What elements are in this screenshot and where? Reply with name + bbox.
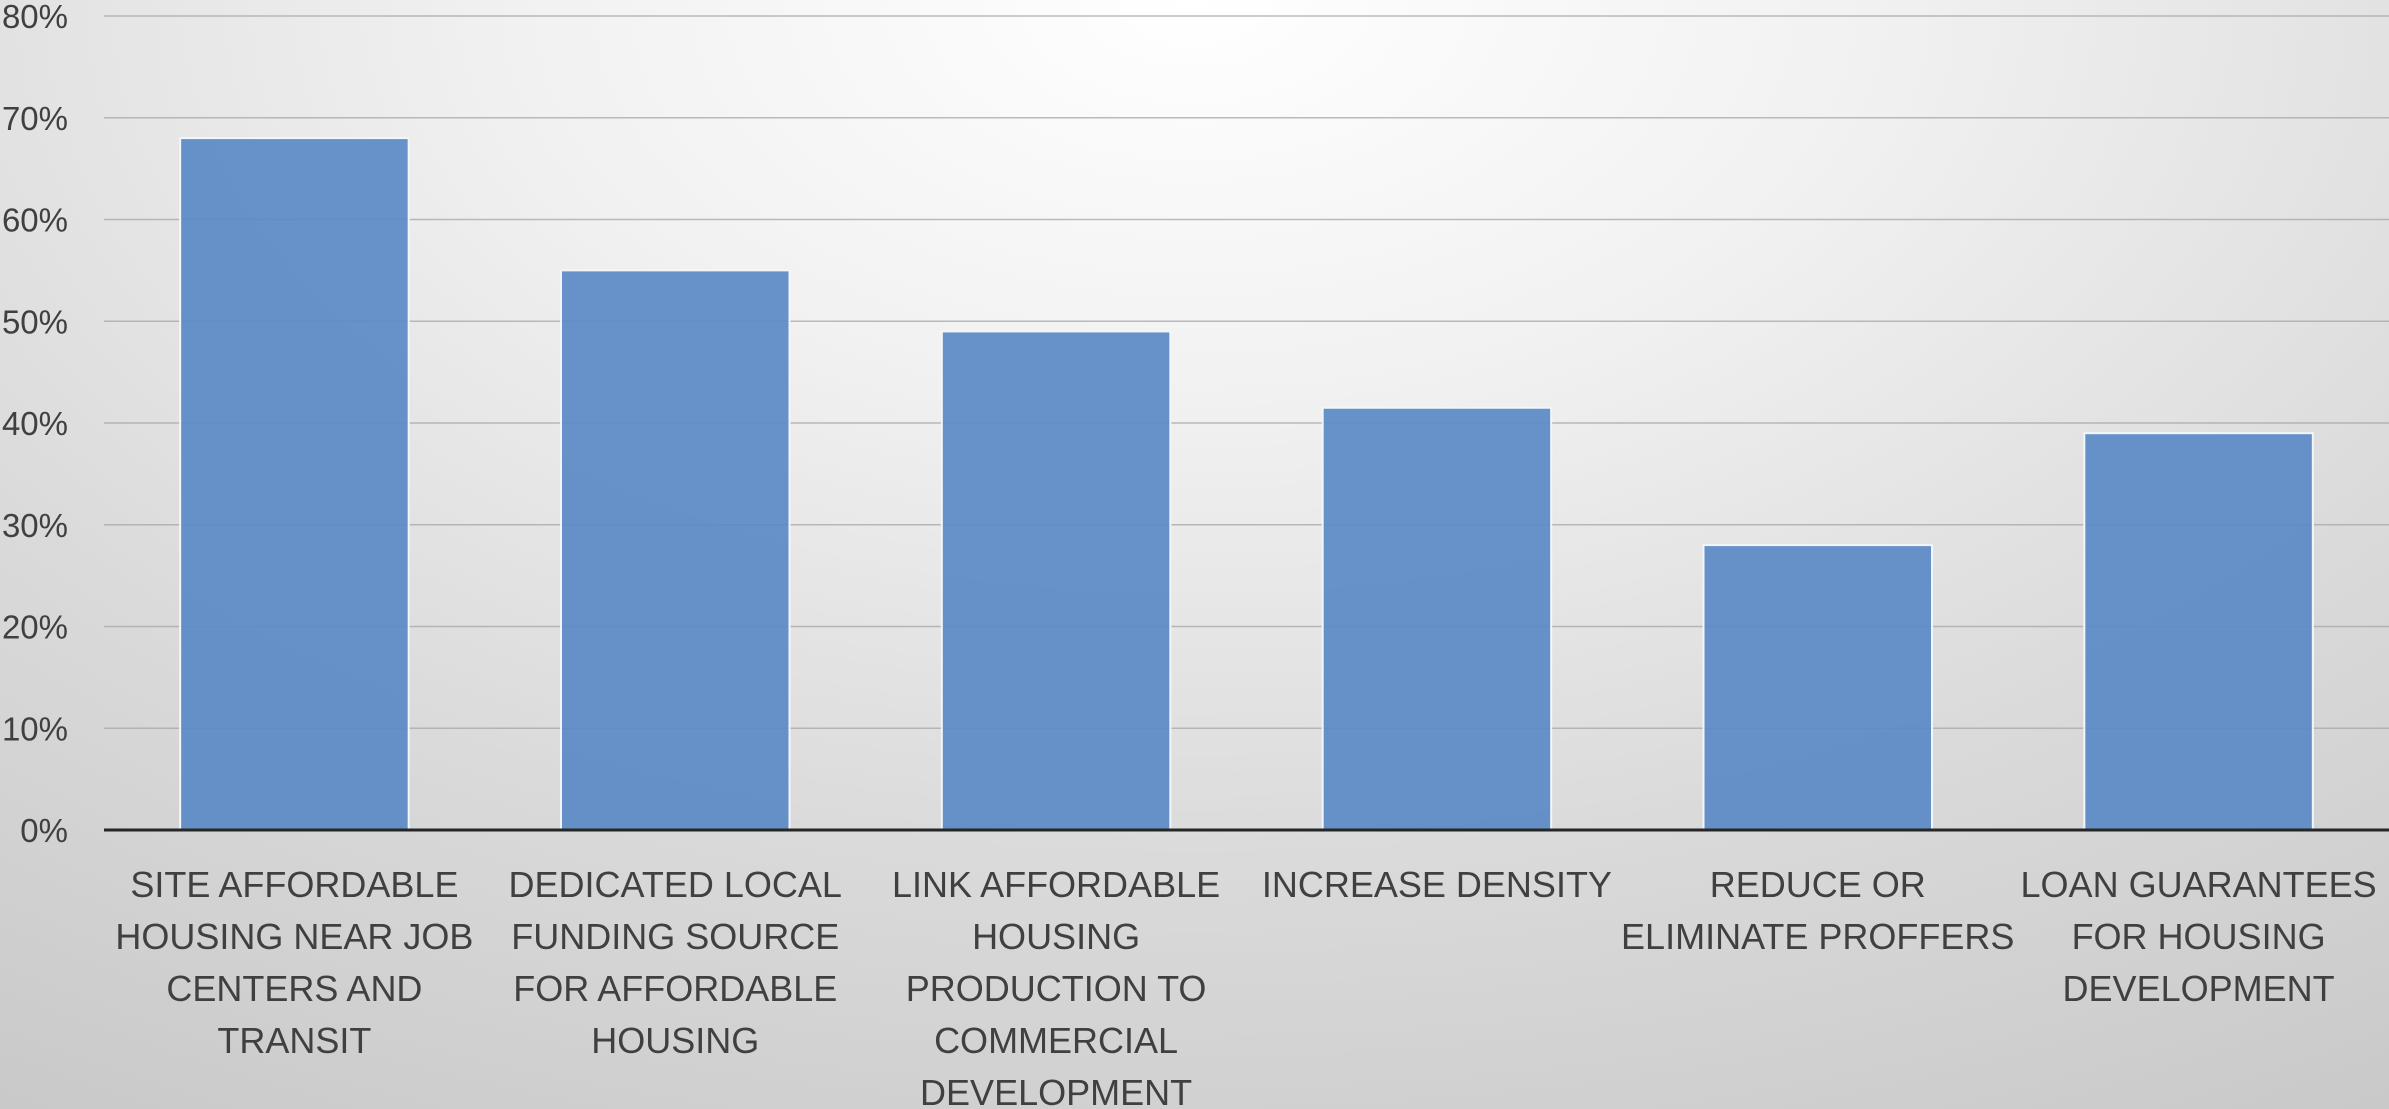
y-tick-label: 60%	[2, 202, 68, 239]
x-category-label-line: LINK AFFORDABLE	[892, 864, 1220, 905]
x-category-label: LINK AFFORDABLE HOUSING PRODUCTION TO COMME…	[892, 864, 1220, 1109]
x-category-label-line: INCREASE DENSITY	[1262, 864, 1612, 905]
bar	[1321, 406, 1553, 831]
x-category-label-line: FUNDING SOURCE	[511, 916, 839, 957]
bar	[1702, 544, 1933, 831]
x-category-label-line: FOR AFFORDABLE	[513, 968, 837, 1009]
y-tick-label: 80%	[2, 0, 68, 35]
x-category-label-line: DEDICATED LOCAL	[509, 864, 842, 905]
y-tick-label: 0%	[20, 812, 68, 849]
y-tick-label: 50%	[2, 303, 68, 340]
bars	[179, 137, 2314, 832]
x-category-label-line: ELIMINATE PROFFERS	[1621, 916, 2014, 957]
y-tick-label: 10%	[2, 710, 68, 747]
bar	[940, 330, 1172, 831]
x-category-label-line: REDUCE OR	[1710, 864, 1926, 905]
bar	[179, 137, 410, 832]
bar	[560, 269, 791, 831]
y-tick-label: 40%	[2, 405, 68, 442]
x-category-label-line: TRANSIT	[217, 1020, 371, 1061]
x-category-label-line: SITE AFFORDABLE	[130, 864, 458, 905]
x-category-label-line: DEVELOPMENT	[2063, 968, 2335, 1009]
x-category-label-line: LOAN GUARANTEES	[2021, 864, 2377, 905]
bar	[2083, 432, 2314, 831]
y-axis-tick-labels: 0% 10% 20% 30% 40% 50% 60% 70% 80%	[2, 0, 68, 849]
x-category-label-line: FOR HOUSING	[2072, 916, 2326, 957]
x-category-label-line: CENTERS AND	[166, 968, 422, 1009]
x-category-label-line: HOUSING	[972, 916, 1140, 957]
y-tick-label: 70%	[2, 100, 68, 137]
x-category-label: LOAN GUARANTEES FOR HOUSING DEVELOPMENT	[2021, 864, 2377, 1009]
x-category-label-line: HOUSING NEAR JOB	[115, 916, 473, 957]
x-category-label-line: COMMERCIAL	[934, 1020, 1178, 1061]
x-category-label: DEDICATED LOCAL FUNDING SOURCE FOR AFFORDA…	[509, 864, 842, 1061]
y-tick-label: 30%	[2, 507, 68, 544]
x-category-label-line: PRODUCTION TO	[906, 968, 1207, 1009]
x-axis-category-labels: SITE AFFORDABLE HOUSING NEAR JOB CENTERS A…	[115, 864, 2376, 1109]
x-category-label: INCREASE DENSITY	[1262, 864, 1612, 905]
x-category-label: SITE AFFORDABLE HOUSING NEAR JOB CENTERS A…	[115, 864, 473, 1061]
x-category-label-line: HOUSING	[591, 1020, 759, 1061]
x-category-label: REDUCE OR ELIMINATE PROFFERS	[1621, 864, 2014, 957]
y-tick-label: 20%	[2, 609, 68, 646]
gridlines	[104, 15, 2389, 729]
x-category-label-line: DEVELOPMENT	[920, 1072, 1192, 1109]
